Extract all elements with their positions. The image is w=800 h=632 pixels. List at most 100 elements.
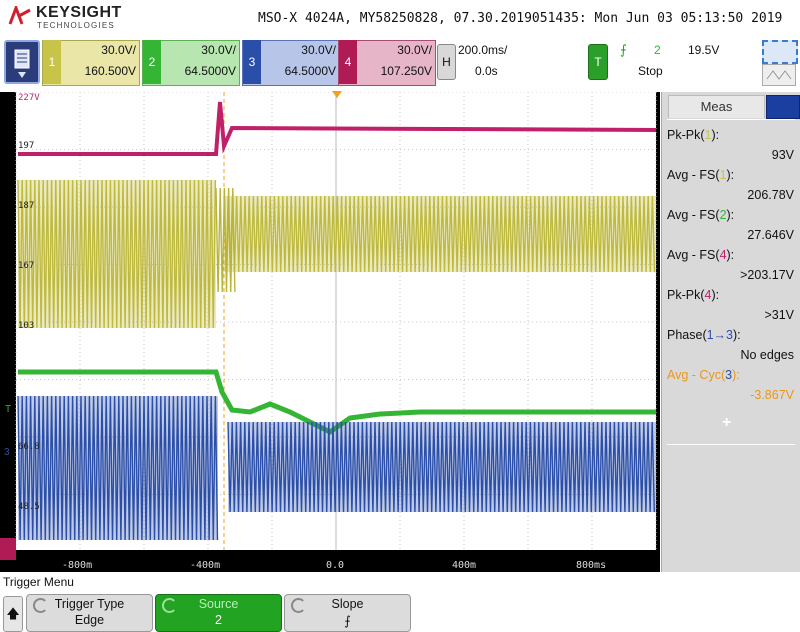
horizontal-scale: 200.0ms/ (458, 43, 508, 57)
trigger-level: 19.5V (688, 43, 720, 57)
menu-icon (14, 49, 30, 78)
time-axis-strip (16, 550, 656, 572)
measurement-value: >203.17V (740, 268, 794, 282)
channel-3-envelope (228, 422, 656, 512)
measurement-label[interactable]: Avg - FS(4): (667, 248, 734, 262)
measurement-suffix: ): (711, 288, 720, 302)
measurement-value: >31V (764, 308, 794, 322)
channel-4-number: 4 (339, 40, 357, 84)
trigger-source: 2 (654, 43, 661, 57)
measurement-label[interactable]: Avg - Cyc(3): (667, 368, 740, 382)
knob-icon (33, 598, 48, 613)
channel-2-trace (18, 369, 656, 435)
measurement-suffix: ): (726, 248, 735, 262)
add-measurement-icon[interactable]: + (722, 414, 732, 431)
source-softkey[interactable]: Source 2 (155, 594, 282, 632)
measurement-source: 1→3 (706, 328, 734, 342)
divider (667, 119, 795, 120)
measurement-source: 3 (725, 368, 733, 382)
measurement-label[interactable]: Avg - FS(1): (667, 168, 734, 182)
acquisition-status: Stop (638, 64, 663, 78)
measurement-value: No edges (740, 348, 794, 362)
softkey-value: 2 (215, 613, 222, 627)
measurement-name: Avg - FS( (667, 208, 720, 222)
trigger-position-marker (332, 91, 342, 98)
measurement-source: 1 (704, 128, 712, 142)
ch3-ground-marker: 3 (4, 447, 10, 458)
measurement-suffix: ): (711, 128, 720, 142)
channel-3-number: 3 (243, 40, 261, 84)
marker-label: 48.5 (18, 502, 40, 512)
measurement-name: Avg - Cyc( (667, 368, 726, 382)
horizontal-delay: 0.0s (475, 64, 498, 78)
channel-1-envelope (18, 180, 216, 328)
softkey-value: ⨍ (344, 614, 351, 628)
trigger-slope-icon: ⨍ (620, 42, 627, 57)
measurement-name: Pk-Pk( (667, 288, 705, 302)
trigger-type-softkey[interactable]: Trigger Type Edge (26, 594, 153, 632)
channel-4-scale: 30.0V/ (397, 43, 432, 57)
channel-1-scale: 30.0V/ (101, 43, 136, 57)
softkey-label: Slope (331, 597, 364, 611)
measurement-label[interactable]: Pk-Pk(1): (667, 128, 719, 142)
measurement-suffix: ): (733, 328, 741, 342)
knob-icon (291, 598, 306, 613)
marker-label: 103 (18, 321, 35, 331)
waveform-display[interactable] (0, 91, 660, 572)
measurements-panel: Meas Pk-Pk(1): 93V Avg - FS(1): 206.78V Avg … (661, 92, 800, 572)
channel-4-offset: 107.250V (380, 64, 432, 78)
zoom-box-icon[interactable] (762, 40, 798, 64)
channel-1-trace (17, 179, 217, 329)
time-label: -400m (190, 560, 221, 571)
time-label: 800ms (576, 560, 607, 571)
measurement-name: Phase( (667, 328, 707, 342)
time-label: 400m (452, 560, 477, 571)
measurement-source: 1 (719, 168, 727, 182)
measurement-name: Pk-Pk( (667, 128, 705, 142)
ch4-level-label: 227V (18, 93, 40, 103)
divider (667, 444, 795, 445)
trigger-button[interactable]: T (588, 44, 608, 80)
waveform-toggle-icon[interactable] (762, 64, 796, 86)
measurement-value: 27.646V (747, 228, 794, 242)
measurement-source: 4 (719, 248, 727, 262)
measurement-label[interactable]: Phase(1→3): (667, 328, 741, 342)
channel-1-envelope (224, 196, 656, 272)
waveform-canvas (15, 91, 657, 572)
softkey-menu-title: Trigger Menu (3, 575, 74, 589)
measurement-suffix: ): (726, 208, 735, 222)
measurement-value: 206.78V (747, 188, 794, 202)
measurement-label[interactable]: Avg - FS(2): (667, 208, 734, 222)
softkey-label: Trigger Type (54, 597, 125, 611)
measurement-suffix: ): (732, 368, 740, 382)
softkey-value: Edge (74, 613, 105, 627)
measurement-label[interactable]: Pk-Pk(4): (667, 288, 719, 302)
channel-1-trace (223, 195, 656, 273)
knob-icon (162, 598, 177, 613)
main-menu-button[interactable] (4, 40, 40, 84)
tab-measurements[interactable]: Meas (668, 95, 765, 118)
back-arrow-button[interactable]: 🡅 (3, 596, 23, 632)
channel-3-offset: 64.5000V (284, 64, 336, 78)
panel-settings-tab[interactable] (766, 95, 800, 119)
marker-label: 167 (18, 261, 35, 271)
slope-softkey[interactable]: Slope ⨍ (284, 594, 411, 632)
measurement-name: Avg - FS( (667, 248, 720, 262)
brand-subtitle: TECHNOLOGIES (37, 21, 115, 30)
channel-2-number: 2 (143, 40, 161, 84)
channel-4-trace (18, 101, 657, 156)
measurement-value: -3.867V (750, 388, 794, 402)
keysight-logo-icon (8, 6, 31, 25)
trigger-level-marker: T (5, 404, 12, 415)
measurement-name: Avg - FS( (667, 168, 720, 182)
time-label: 0.0 (326, 560, 345, 571)
instrument-info: MSO-X 4024A, MY58250828, 07.30.201905143… (258, 11, 783, 26)
ch4-offset-marker[interactable] (0, 538, 16, 560)
time-label: -800m (62, 560, 93, 571)
channel-1-trace (215, 187, 236, 293)
brand-name: KEYSIGHT (36, 4, 122, 21)
horizontal-button[interactable]: H (437, 44, 456, 80)
channel-3-scale: 30.0V/ (301, 43, 336, 57)
channel-3-envelope (18, 396, 218, 540)
measurement-source: 4 (704, 288, 712, 302)
